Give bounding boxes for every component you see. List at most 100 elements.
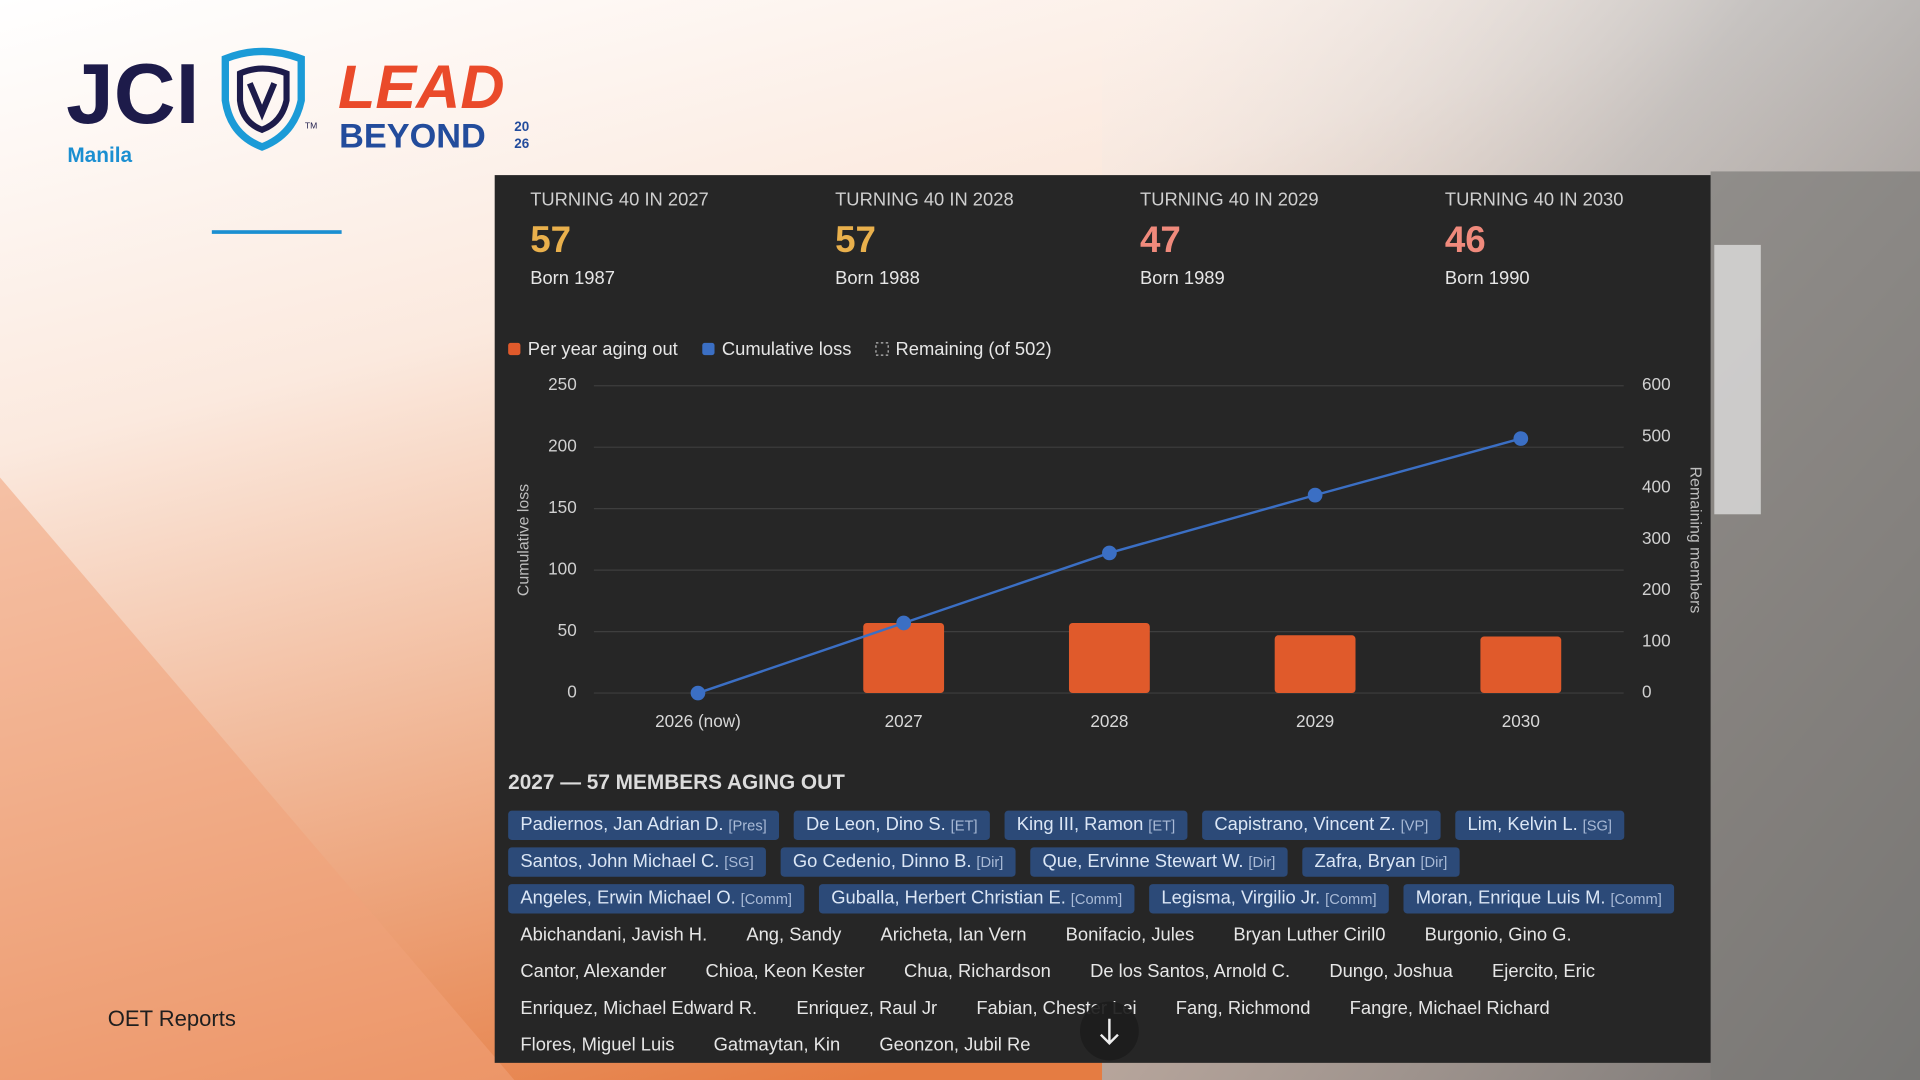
member-label: Lim, Kelvin L. bbox=[1468, 813, 1578, 834]
member-name[interactable]: Chua, Richardson bbox=[904, 960, 1051, 981]
member-role: [VP] bbox=[1401, 818, 1429, 834]
member-name[interactable]: De los Santos, Arnold C. bbox=[1090, 960, 1290, 981]
chip-background bbox=[793, 810, 990, 840]
member-label: Gatmaytan, Kin bbox=[714, 1034, 841, 1055]
member-label: Burgonio, Gino G. bbox=[1425, 923, 1572, 944]
chip-background bbox=[508, 884, 805, 914]
member-chip[interactable]: Go Cedenio, Dinno B. [Dir] bbox=[780, 847, 1016, 877]
member-name[interactable]: Abichandani, Javish H. bbox=[520, 923, 707, 944]
scroll-button[interactable] bbox=[1080, 1001, 1139, 1061]
card-value: 46 bbox=[1445, 219, 1486, 260]
member-label: Ejercito, Eric bbox=[1492, 960, 1595, 981]
panel-content: 2027 — 57 MEMBERS AGING OUT TURNING 40 I… bbox=[508, 189, 1703, 1055]
member-name[interactable]: Enriquez, Michael Edward R. bbox=[520, 997, 757, 1018]
member-name[interactable]: Aricheta, Ian Vern bbox=[880, 923, 1026, 944]
legend-label[interactable]: Per year aging out bbox=[528, 338, 678, 359]
member-name[interactable]: Cantor, Alexander bbox=[520, 960, 666, 981]
logo-beyond: BEYOND bbox=[339, 117, 486, 155]
member-label: De los Santos, Arnold C. bbox=[1090, 960, 1290, 981]
member-label: Fangre, Michael Richard bbox=[1350, 997, 1550, 1018]
member-name[interactable]: Burgonio, Gino G. bbox=[1425, 923, 1572, 944]
member-role: [Comm] bbox=[1071, 892, 1122, 908]
card-value: 47 bbox=[1140, 219, 1181, 260]
member-chip[interactable]: Zafra, Bryan [Dir] bbox=[1302, 847, 1460, 877]
member-label: King III, Ramon bbox=[1017, 813, 1144, 834]
member-chip[interactable]: Capistrano, Vincent Z. [VP] bbox=[1202, 810, 1441, 840]
line-point bbox=[690, 685, 706, 701]
member-name[interactable]: Flores, Miguel Luis bbox=[520, 1034, 674, 1055]
card-label: TURNING 40 IN 2029 bbox=[1140, 189, 1319, 210]
member-chip[interactable]: De Leon, Dino S. [ET] bbox=[793, 810, 990, 840]
card-sub: Born 1990 bbox=[1445, 267, 1530, 288]
member-label: Chua, Richardson bbox=[904, 960, 1051, 981]
member-role: [ET] bbox=[1148, 818, 1175, 834]
member-name[interactable]: Gatmaytan, Kin bbox=[714, 1034, 841, 1055]
dashboard-panel bbox=[494, 175, 1711, 1063]
member-label: Padiernos, Jan Adrian D. bbox=[520, 813, 723, 834]
y-axis-title: Cumulative loss bbox=[515, 484, 532, 596]
y2-tick-label: 300 bbox=[1642, 528, 1671, 548]
background-shape bbox=[0, 477, 515, 1080]
chip-background bbox=[508, 847, 766, 877]
member-chip[interactable]: Padiernos, Jan Adrian D. [Pres] bbox=[508, 810, 780, 840]
member-name[interactable]: Bryan Luther Ciril0 bbox=[1233, 923, 1385, 944]
x-tick-label: 2029 bbox=[1296, 711, 1334, 731]
y2-tick-label: 200 bbox=[1642, 579, 1671, 599]
member-role: [SG] bbox=[1583, 818, 1612, 834]
chip-background bbox=[1149, 884, 1389, 914]
member-name[interactable]: Enriquez, Raul Jr bbox=[796, 997, 937, 1018]
member-role: [Comm] bbox=[1610, 892, 1661, 908]
member-name[interactable]: Geonzon, Jubil Re bbox=[879, 1034, 1030, 1055]
member-name[interactable]: Bonifacio, Jules bbox=[1066, 923, 1195, 944]
y-tick-label: 0 bbox=[567, 682, 577, 702]
logo-shield bbox=[221, 47, 305, 151]
logo-lead: LEAD bbox=[338, 53, 505, 121]
y2-tick-label: 100 bbox=[1642, 630, 1671, 650]
legend-label[interactable]: Cumulative loss bbox=[722, 338, 852, 359]
member-role: [SG] bbox=[724, 855, 753, 871]
member-label: Capistrano, Vincent Z. bbox=[1214, 813, 1395, 834]
legend-swatch bbox=[508, 342, 521, 356]
bar bbox=[1274, 635, 1356, 694]
member-label: Santos, John Michael C. bbox=[520, 850, 719, 871]
member-chip[interactable]: Angeles, Erwin Michael O. [Comm] bbox=[508, 884, 805, 914]
member-chip[interactable]: Moran, Enrique Luis M. [Comm] bbox=[1403, 884, 1675, 914]
y-tick-label: 250 bbox=[548, 374, 577, 394]
member-name[interactable]: Ang, Sandy bbox=[746, 923, 842, 944]
member-name[interactable]: Dungo, Joshua bbox=[1329, 960, 1453, 981]
y2-tick-label: 500 bbox=[1642, 425, 1671, 445]
member-chip[interactable]: Que, Ervinne Stewart W. [Dir] bbox=[1030, 847, 1288, 877]
logo-chapter: Manila bbox=[67, 144, 132, 167]
background-photo bbox=[1714, 244, 1761, 515]
card-label: TURNING 40 IN 2030 bbox=[1445, 189, 1624, 210]
logo-year: 20 bbox=[514, 119, 529, 134]
member-name[interactable]: Ejercito, Eric bbox=[1492, 960, 1595, 981]
bar bbox=[863, 622, 945, 694]
member-chip[interactable]: King III, Ramon [ET] bbox=[1004, 810, 1188, 840]
member-chip[interactable]: Santos, John Michael C. [SG] bbox=[508, 847, 766, 877]
bar bbox=[1068, 622, 1150, 694]
chip-background bbox=[1030, 847, 1288, 877]
chip-background bbox=[1403, 884, 1675, 914]
logo-org: JCI bbox=[66, 46, 199, 142]
member-label: Ang, Sandy bbox=[746, 923, 842, 944]
member-role: [Dir] bbox=[976, 855, 1003, 871]
member-chip[interactable]: Lim, Kelvin L. [SG] bbox=[1455, 810, 1625, 840]
member-chip[interactable]: Guballa, Herbert Christian E. [Comm] bbox=[818, 884, 1135, 914]
card-sub: Born 1987 bbox=[530, 267, 615, 288]
member-name[interactable]: Fangre, Michael Richard bbox=[1350, 997, 1550, 1018]
scroll-button-arrow[interactable] bbox=[1099, 1018, 1119, 1045]
member-chip[interactable]: Legisma, Virgilio Jr. [Comm] bbox=[1149, 884, 1389, 914]
x-tick-label: 2030 bbox=[1502, 711, 1540, 731]
legend-label[interactable]: Remaining (of 502) bbox=[896, 338, 1052, 359]
chip-background bbox=[1202, 810, 1441, 840]
member-role: [Pres] bbox=[728, 818, 766, 834]
member-name[interactable]: Fang, Richmond bbox=[1176, 997, 1311, 1018]
y-tick-label: 50 bbox=[558, 620, 577, 640]
member-role: [Comm] bbox=[741, 892, 792, 908]
logo-year: 26 bbox=[514, 136, 529, 151]
member-name[interactable]: Chioa, Keon Kester bbox=[706, 960, 865, 981]
member-role: [Dir] bbox=[1420, 855, 1447, 871]
